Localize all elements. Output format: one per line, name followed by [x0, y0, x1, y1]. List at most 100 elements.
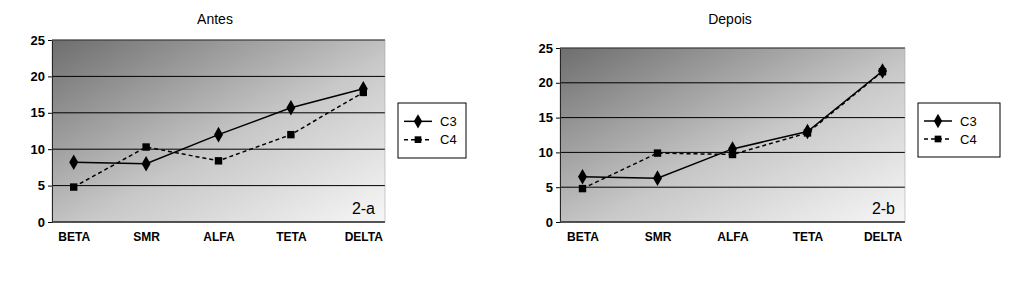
tick: 25 [539, 41, 560, 56]
plot-frame [52, 40, 385, 222]
grid-line [52, 149, 385, 150]
tick-mark [556, 187, 560, 188]
marker [359, 81, 368, 97]
tick: BETA [567, 230, 599, 244]
tick-label: ALFA [717, 230, 749, 244]
tick-label: BETA [567, 230, 599, 244]
legend-marker [415, 136, 422, 143]
plot-frame [560, 48, 905, 222]
marker [804, 129, 811, 136]
tick-mark [48, 149, 52, 150]
tick: 15 [539, 110, 560, 125]
tick-mark [48, 76, 52, 77]
tick: DELTA [864, 230, 903, 244]
marker [214, 127, 223, 143]
tick-mark [48, 186, 52, 187]
tick-label: TETA [276, 230, 307, 244]
tick-label: DELTA [864, 230, 903, 244]
grid-line [560, 187, 905, 188]
marker [578, 169, 587, 185]
legend-marker [935, 136, 942, 143]
tick-label: 20 [31, 69, 45, 84]
plot-background [560, 48, 905, 222]
chart-title: Depois [708, 11, 752, 27]
tick: SMR [645, 230, 672, 244]
tick-mark [48, 40, 52, 41]
tick: TETA [793, 230, 824, 244]
chart: Antes 0 5 10 15 20 25 BETA SMR ALFA TETA DELTA 2-a C3… [31, 11, 466, 244]
legend-box [398, 103, 466, 158]
marker [803, 124, 812, 140]
tick: BETA [58, 230, 90, 244]
legend-marker [934, 114, 942, 128]
marker [654, 149, 661, 156]
tick-label: SMR [133, 230, 160, 244]
tick-label: 5 [38, 178, 45, 193]
grid-line [560, 82, 905, 83]
grid-line [52, 185, 385, 186]
marker [287, 131, 294, 138]
marker [729, 151, 736, 158]
legend: C3C4 [918, 103, 1000, 157]
grid-line [52, 76, 385, 77]
tick-label: 10 [539, 145, 553, 160]
marker [69, 155, 78, 171]
plot-marks [578, 63, 887, 192]
tick-label: SMR [645, 230, 672, 244]
tick-label: ALFA [203, 230, 235, 244]
chart-title: Antes [197, 11, 233, 27]
grid [52, 40, 385, 222]
tick-mark [556, 83, 560, 84]
grid-line [560, 117, 905, 118]
tick: ALFA [203, 230, 235, 244]
tick: 10 [539, 145, 560, 160]
tick-mark [556, 222, 560, 223]
legend-label: C3 [440, 114, 457, 129]
marker [70, 183, 77, 190]
tick-mark [556, 152, 560, 153]
x-axis: BETA SMR ALFA TETA DELTA [560, 222, 905, 244]
tick: 10 [31, 142, 52, 157]
tick: SMR [133, 230, 160, 244]
marker [653, 170, 662, 186]
legend-marker [414, 114, 422, 128]
plot-marks [69, 81, 368, 191]
legend: C3C4 [398, 103, 466, 158]
series-line [583, 72, 883, 189]
legend-label: C4 [440, 132, 457, 147]
tick: DELTA [345, 230, 384, 244]
tick: 0 [38, 215, 52, 230]
annotation: 2-b [872, 200, 895, 217]
tick-label: 10 [31, 142, 45, 157]
legend-label: C4 [960, 132, 977, 147]
tick-label: 25 [31, 33, 45, 48]
annotation: 2-a [352, 200, 375, 217]
tick-label: 15 [31, 105, 45, 120]
legend-label: C3 [960, 114, 977, 129]
tick: 0 [546, 215, 560, 230]
marker [142, 143, 149, 150]
series-line [74, 92, 364, 187]
tick: ALFA [717, 230, 749, 244]
tick-label: 15 [539, 110, 553, 125]
plot-background [52, 40, 385, 222]
marker [879, 68, 886, 75]
tick-mark [48, 222, 52, 223]
marker [878, 63, 887, 79]
marker [215, 157, 222, 164]
tick-label: BETA [58, 230, 90, 244]
grid [560, 48, 905, 222]
tick-label: 0 [546, 215, 553, 230]
tick-label: DELTA [345, 230, 384, 244]
tick: 5 [546, 180, 560, 195]
tick: 20 [31, 69, 52, 84]
tick-mark [48, 113, 52, 114]
tick-label: 0 [38, 215, 45, 230]
marker [142, 156, 151, 172]
y-axis: 0510152025 [539, 41, 561, 230]
tick-label: 5 [546, 180, 553, 195]
series-line [74, 89, 364, 164]
marker [360, 89, 367, 96]
tick: TETA [276, 230, 307, 244]
marker [286, 100, 295, 116]
